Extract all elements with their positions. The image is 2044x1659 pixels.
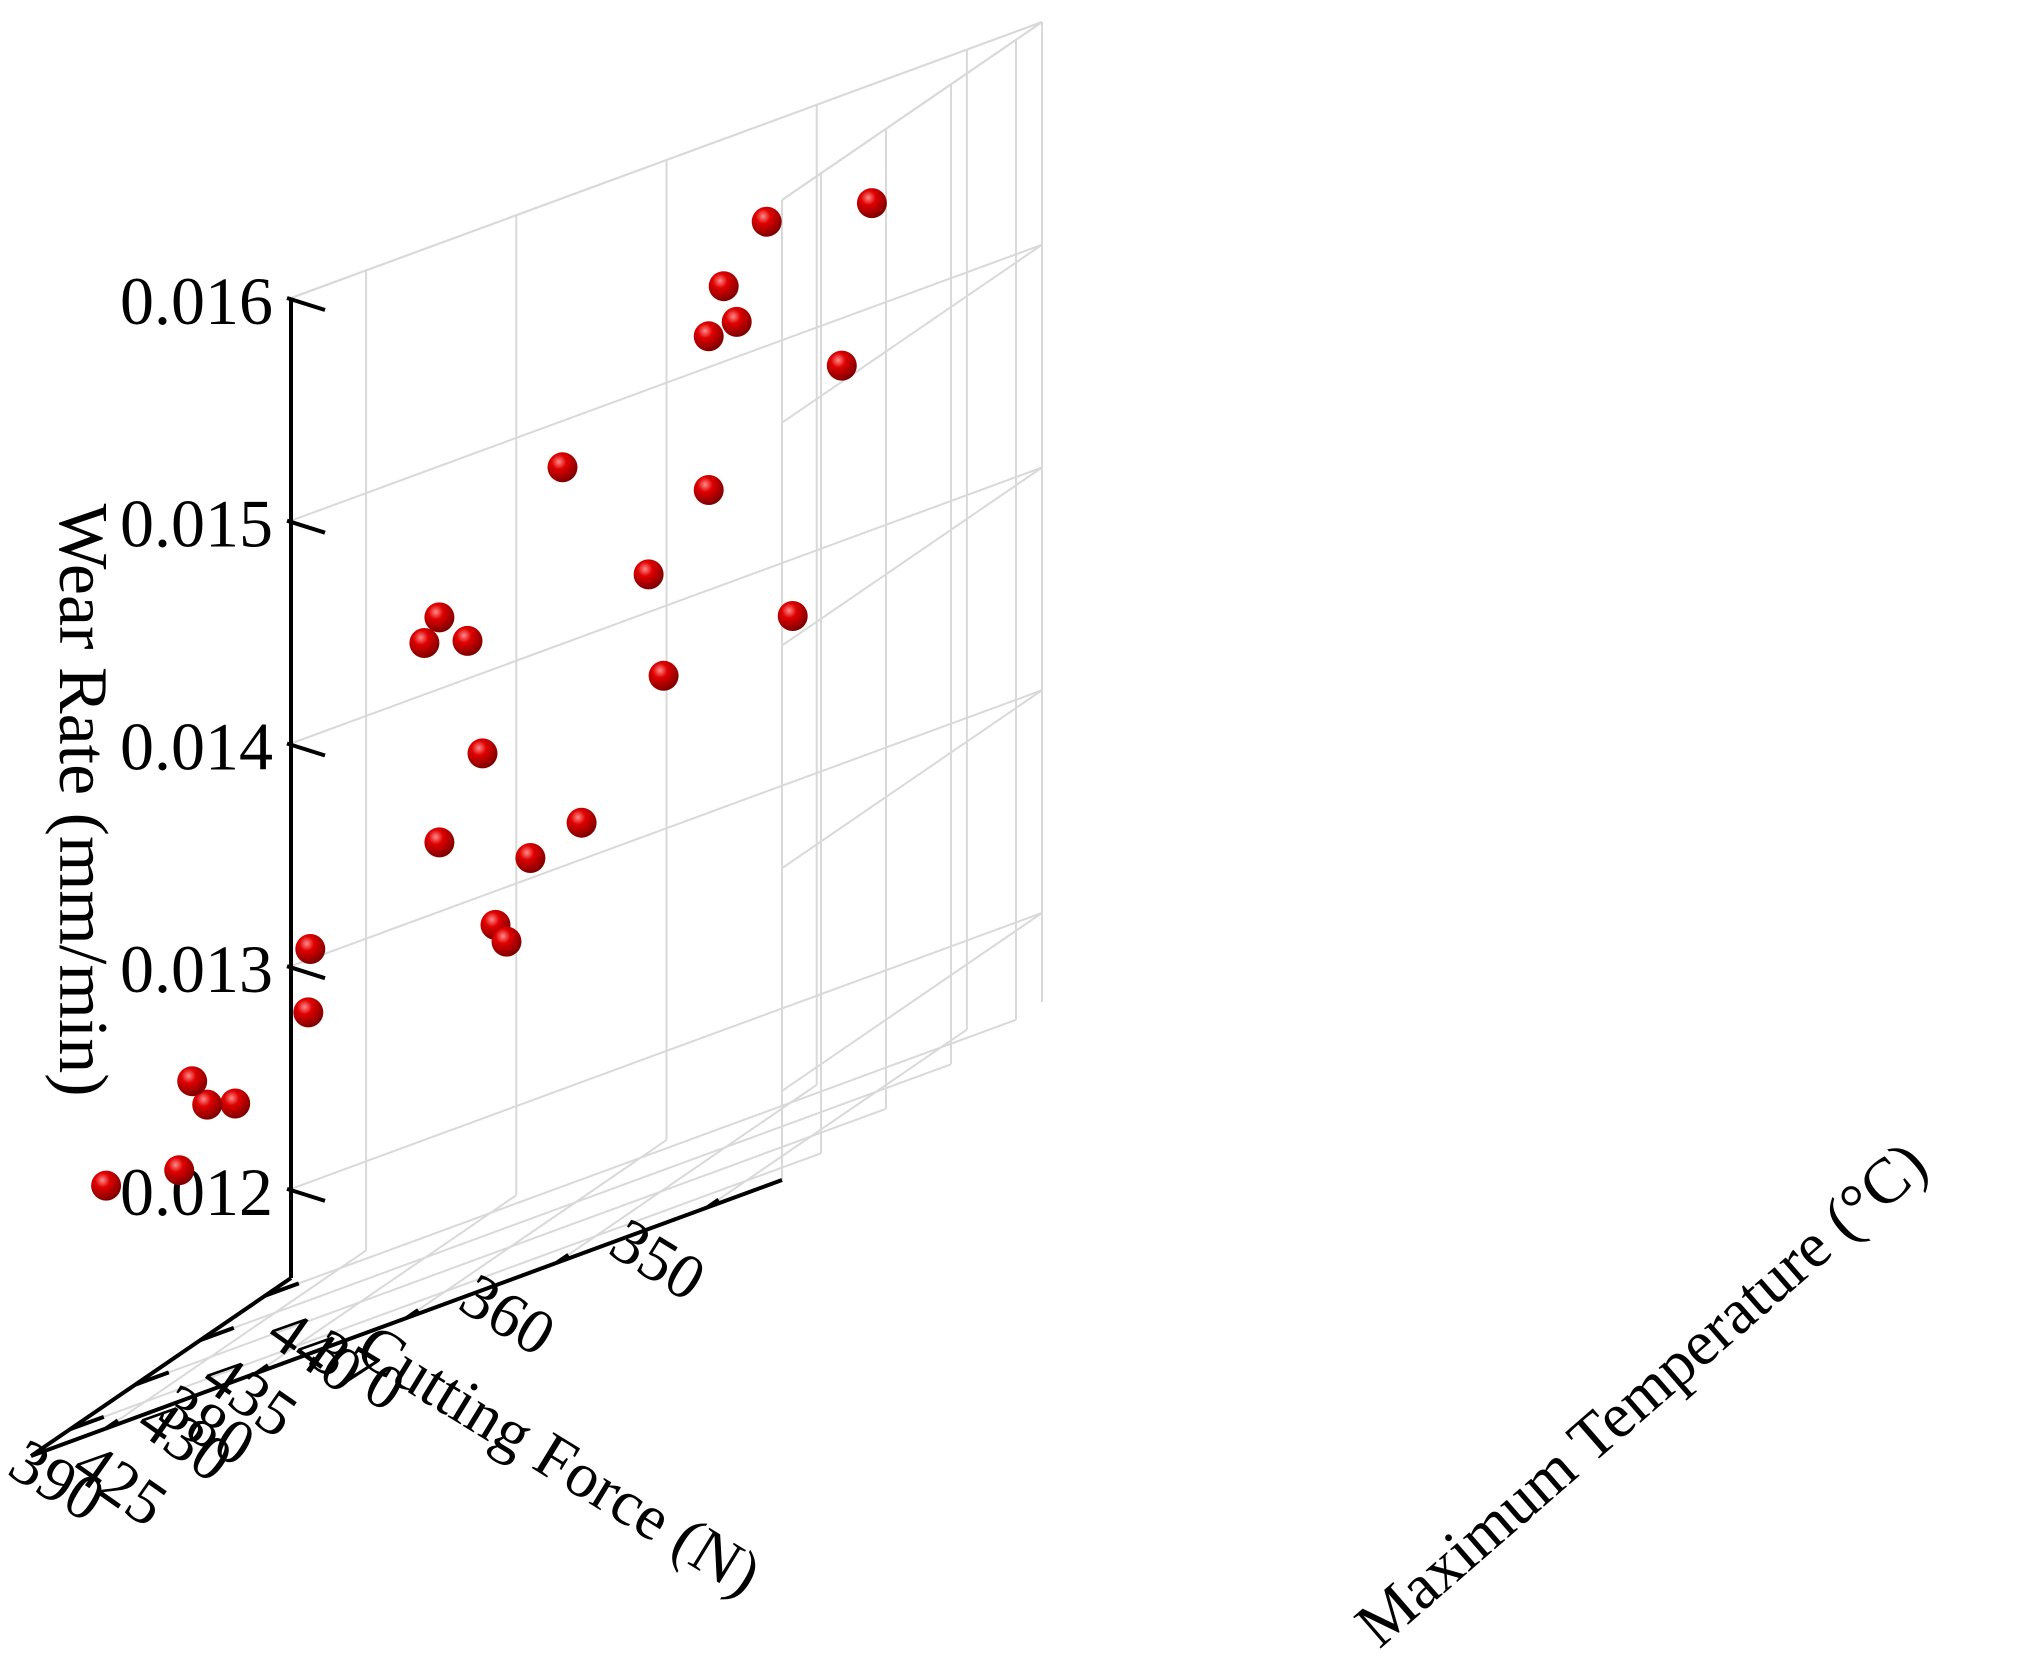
- y-axis-label: Maximum Temperature (°C): [1342, 1127, 1940, 1659]
- data-points: [91, 188, 887, 1201]
- z-tick: [286, 964, 326, 981]
- grid-line: [706, 1028, 968, 1209]
- y-tick: [199, 1326, 235, 1343]
- data-point: [91, 1170, 122, 1201]
- data-point: [424, 827, 455, 858]
- grid-line: [255, 1194, 517, 1375]
- z-tick: [286, 296, 326, 312]
- data-point: [177, 1066, 208, 1097]
- data-point: [633, 559, 664, 590]
- grid-line: [199, 1063, 952, 1342]
- y-tick: [69, 1415, 105, 1432]
- grid-line: [781, 912, 1043, 1092]
- data-point: [452, 625, 483, 656]
- data-point: [856, 188, 887, 219]
- grid-line: [290, 243, 1043, 522]
- data-point: [491, 926, 522, 957]
- z-tick-label: 0.012: [120, 1154, 273, 1230]
- y-tick: [264, 1281, 300, 1298]
- z-tick-label: 0.014: [120, 709, 273, 785]
- frame-edge: [781, 21, 1043, 201]
- grid-line: [781, 466, 1043, 647]
- data-point: [693, 321, 724, 352]
- data-point: [467, 738, 498, 769]
- data-point: [721, 306, 752, 337]
- data-point: [164, 1155, 195, 1186]
- z-tick-label: 0.013: [120, 931, 273, 1007]
- grid-line: [290, 689, 1043, 968]
- frame-edge: [290, 21, 1043, 299]
- data-point: [648, 660, 679, 691]
- z-tick: [286, 1186, 326, 1203]
- x-tick: [405, 1308, 420, 1320]
- data-point: [751, 206, 782, 237]
- data-point: [192, 1089, 223, 1120]
- data-point: [424, 602, 455, 633]
- z-axis-label: Wear Rate (mm/min): [44, 503, 121, 1096]
- y-tick: [134, 1370, 170, 1387]
- data-point: [777, 601, 808, 631]
- data-point: [293, 997, 324, 1028]
- grid-line: [781, 689, 1043, 870]
- data-point: [295, 934, 326, 964]
- z-tick-label: 0.015: [120, 486, 273, 562]
- z-tick: [286, 518, 326, 535]
- data-point: [547, 452, 578, 483]
- data-point: [826, 350, 857, 381]
- data-point: [708, 271, 739, 302]
- x-tick: [705, 1197, 720, 1210]
- x-tick: [255, 1363, 270, 1375]
- z-tick-label: 0.016: [120, 263, 273, 339]
- grid-line: [556, 1083, 818, 1264]
- x-tick: [555, 1253, 570, 1265]
- grid-line: [105, 1249, 367, 1430]
- data-point: [515, 843, 546, 873]
- grid-line: [290, 466, 1043, 745]
- grid-line: [264, 1018, 1017, 1297]
- grid-line: [405, 1139, 668, 1319]
- x-tick-label: 350: [599, 1204, 718, 1315]
- x-axis-label: Cutting Force (N): [345, 1310, 773, 1610]
- grid-line: [134, 1107, 887, 1386]
- x-tick-label: 360: [448, 1259, 567, 1370]
- z-tick: [286, 741, 326, 758]
- grid-line: [290, 911, 1043, 1190]
- tick-label-layer: 0.0120.0130.0140.0150.016350360370380390…: [0, 263, 720, 1540]
- x-tick: [104, 1418, 119, 1431]
- grid-line: [69, 1152, 822, 1431]
- data-point: [220, 1088, 251, 1119]
- data-point: [566, 807, 597, 838]
- data-point: [693, 475, 724, 505]
- data-point: [409, 628, 440, 658]
- grid-line: [781, 243, 1043, 424]
- grid-layer: [69, 21, 1043, 1431]
